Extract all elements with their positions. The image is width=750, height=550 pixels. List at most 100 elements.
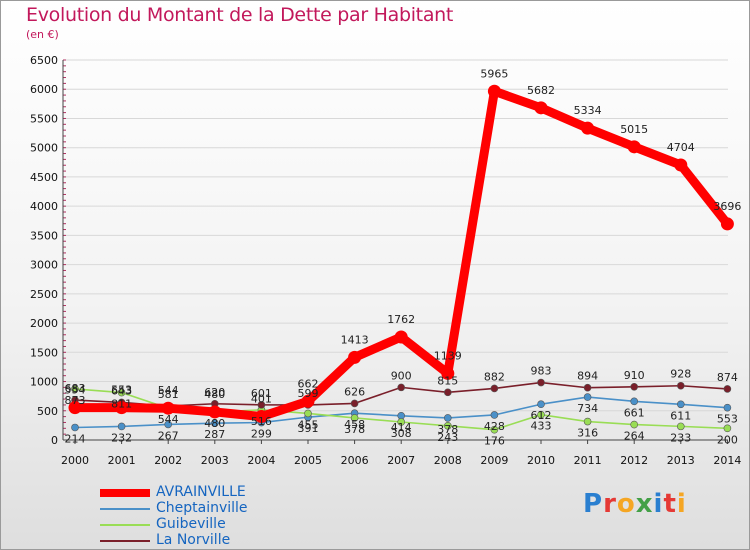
data-label: 299 (251, 428, 272, 441)
data-point (71, 385, 79, 393)
data-label: 308 (391, 427, 412, 440)
data-label: 734 (577, 402, 598, 415)
data-point (581, 121, 595, 135)
data-point (161, 401, 175, 415)
data-label: 232 (111, 431, 132, 444)
data-label: 1139 (434, 349, 462, 362)
data-label: 983 (531, 365, 552, 378)
data-point (164, 420, 172, 429)
data-label: 480 (204, 417, 225, 430)
data-label: 553 (111, 384, 132, 397)
data-label: 599 (298, 387, 319, 400)
legend-label: Cheptainville (156, 500, 248, 516)
legend-swatch (100, 540, 150, 542)
data-label: 811 (111, 398, 132, 411)
data-point (301, 394, 315, 408)
data-point (537, 410, 545, 419)
data-point (583, 383, 592, 392)
data-point (537, 378, 545, 387)
data-point (537, 400, 545, 409)
x-tick-label: 2003 (201, 454, 229, 467)
y-tick-label: 5000 (30, 142, 58, 155)
data-label: 544 (158, 384, 179, 397)
data-label: 553 (717, 413, 738, 426)
y-tick-label: 6000 (30, 83, 58, 96)
data-point (257, 401, 266, 409)
data-label: 815 (437, 374, 458, 387)
legend-swatch (100, 489, 150, 497)
x-tick-label: 2004 (247, 454, 275, 467)
y-tick-label: 3500 (30, 229, 58, 242)
data-point (211, 419, 219, 428)
x-tick-label: 2005 (294, 454, 322, 467)
chart-title: Evolution du Montant de la Dette par Hab… (26, 4, 454, 26)
y-tick-label: 1500 (30, 346, 58, 359)
data-label: 5334 (574, 104, 602, 117)
data-point (627, 140, 641, 154)
data-point (254, 410, 268, 424)
data-label: 612 (531, 409, 552, 422)
x-tick-label: 2012 (620, 454, 648, 467)
data-label: 176 (484, 435, 505, 448)
data-point (674, 158, 688, 172)
data-label: 200 (717, 433, 738, 446)
data-label: 287 (204, 428, 225, 441)
x-tick-label: 2013 (667, 454, 695, 467)
data-label: 611 (670, 409, 691, 422)
data-point (117, 388, 126, 397)
data-label: 4704 (667, 141, 695, 154)
data-point (397, 418, 406, 426)
data-point (630, 382, 639, 391)
data-point (583, 417, 592, 426)
data-label: 900 (391, 369, 412, 382)
data-label: 601 (251, 387, 272, 400)
data-point (68, 401, 82, 415)
legend-label: AVRAINVILLE (156, 484, 246, 500)
data-point (490, 384, 499, 393)
data-point (350, 399, 359, 408)
y-tick-label: 0 (51, 434, 58, 447)
data-point (490, 425, 499, 434)
data-label: 894 (577, 370, 598, 383)
data-label: 643 (111, 384, 132, 397)
data-point (676, 381, 685, 390)
legend-swatch (100, 508, 150, 510)
data-label: 626 (344, 385, 365, 398)
data-point (443, 388, 452, 397)
data-label: 458 (344, 418, 365, 431)
y-tick-label: 2500 (30, 288, 58, 301)
data-label: 316 (577, 427, 598, 440)
data-label: 455 (298, 418, 319, 431)
data-point (441, 366, 455, 380)
x-tick-label: 2002 (154, 454, 182, 467)
x-tick-label: 2011 (574, 454, 602, 467)
data-point (723, 403, 732, 412)
y-tick-label: 1000 (30, 376, 58, 389)
data-point (676, 422, 685, 431)
data-label: 544 (158, 413, 179, 426)
data-point (397, 383, 406, 392)
data-label: 5015 (620, 123, 648, 136)
data-point (676, 400, 685, 409)
data-label: 516 (251, 415, 272, 428)
x-tick-label: 2010 (527, 454, 555, 467)
y-tick-label: 4000 (30, 200, 58, 213)
data-label: 264 (624, 430, 645, 443)
data-label: 683 (65, 382, 86, 395)
data-point (71, 423, 79, 432)
data-label: 581 (158, 388, 179, 401)
data-label: 391 (298, 422, 319, 435)
data-point (490, 411, 499, 419)
data-point (117, 422, 126, 431)
x-tick-label: 2006 (341, 454, 369, 467)
data-label: 1762 (387, 313, 415, 326)
data-point (394, 330, 408, 344)
data-point (443, 421, 452, 430)
data-point (115, 401, 129, 415)
legend-swatch (100, 524, 150, 526)
data-label: 1413 (341, 333, 369, 346)
x-tick-label: 2007 (387, 454, 415, 467)
data-point (443, 414, 452, 422)
